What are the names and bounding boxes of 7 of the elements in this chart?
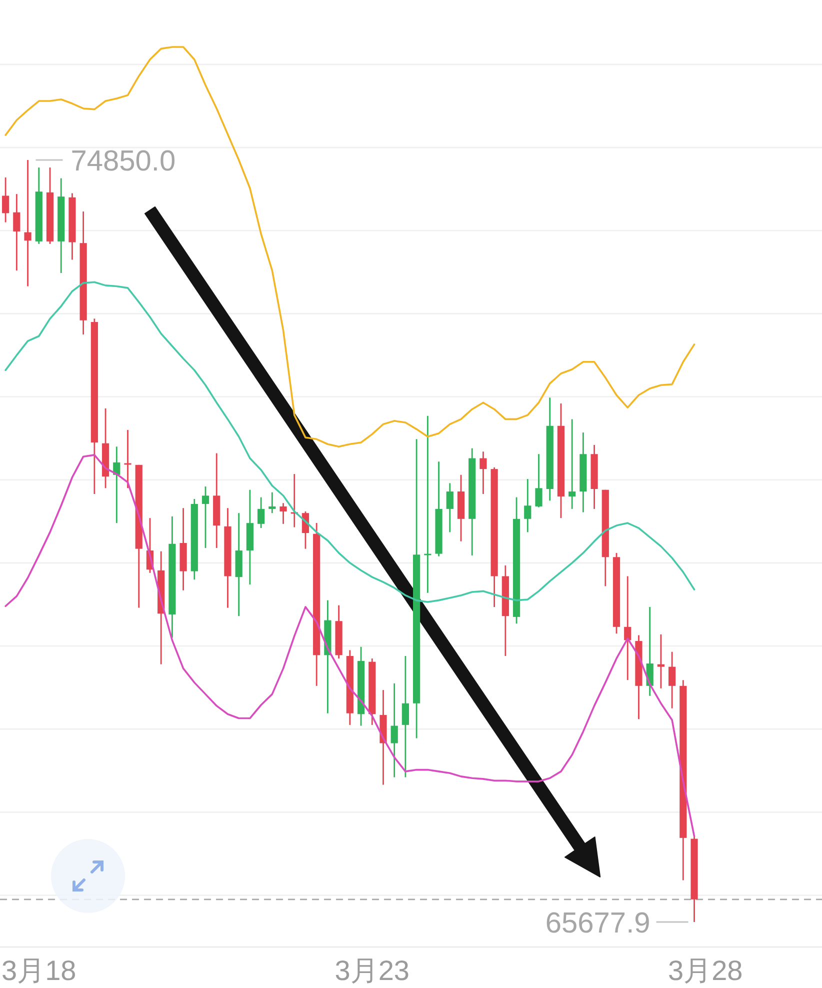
x-tick-label: 3月28: [668, 955, 743, 986]
annotation: 65677.9: [545, 907, 650, 940]
annotation: 74850.0: [70, 145, 176, 178]
annotation: 65677.9: [545, 907, 688, 940]
x-tick-label: 3月23: [334, 955, 410, 986]
annotation: 74850.0: [36, 145, 176, 178]
x-tick-label: 3月18: [2, 955, 76, 986]
